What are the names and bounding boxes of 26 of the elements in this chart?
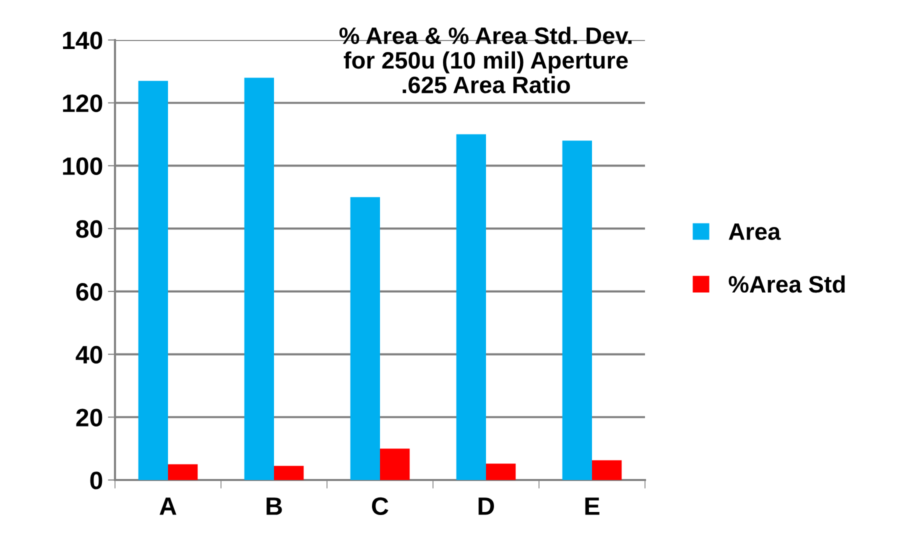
chart-title: % Area & % Area Std. Dev. for 250u (10 mil) Aperture .625 Area Ratio xyxy=(339,26,632,94)
x-tick-label: A xyxy=(160,498,176,515)
legend-label: Area xyxy=(728,224,781,240)
y-tick-label: 60 xyxy=(76,283,102,301)
bar xyxy=(380,448,410,480)
y-tick-label: 80 xyxy=(76,220,102,238)
y-tick-label: 140 xyxy=(63,32,102,50)
y-tick-label: 20 xyxy=(76,408,102,426)
legend-label: %Area Std xyxy=(728,275,845,293)
bar xyxy=(456,134,486,480)
bar xyxy=(168,464,198,480)
bar xyxy=(350,197,380,480)
y-tick-label: 40 xyxy=(76,346,102,364)
x-tick-label: D xyxy=(478,498,494,515)
bar xyxy=(562,140,592,480)
bar xyxy=(486,464,516,480)
x-tick-label: C xyxy=(372,497,388,516)
x-tick-label: E xyxy=(585,498,600,515)
bar xyxy=(244,78,274,480)
bar xyxy=(138,80,168,480)
bar xyxy=(274,466,304,480)
y-tick-label: 120 xyxy=(63,94,102,112)
y-tick-label: 100 xyxy=(63,157,102,176)
y-tick-label: 0 xyxy=(90,472,102,490)
x-tick-label: B xyxy=(266,498,282,515)
bar xyxy=(592,460,622,480)
